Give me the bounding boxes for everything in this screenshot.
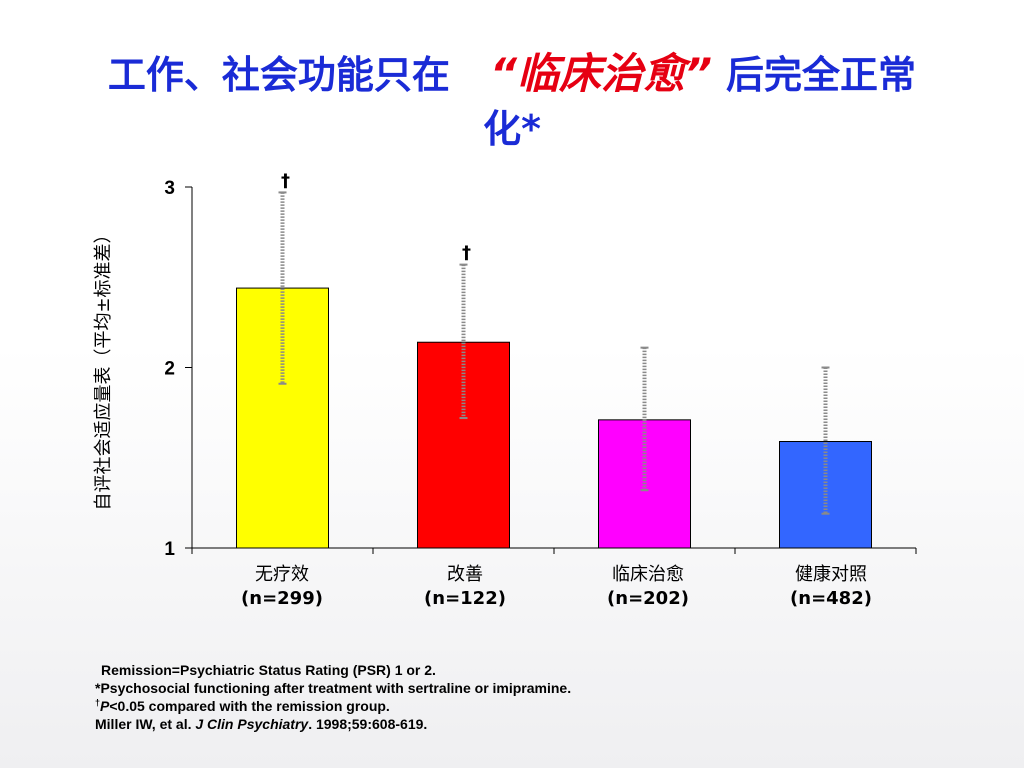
category-n: (n=299) <box>241 588 323 609</box>
footnote-psychosocial: *Psychosocial functioning after treatmen… <box>95 680 572 696</box>
title-part-1: 工作、社会功能只在 <box>107 53 450 97</box>
footnote-significance: †P<0.05 compared with the remission grou… <box>95 697 571 715</box>
footnote-remission: Remission=Psychiatric Status Rating (PSR… <box>101 662 436 678</box>
citation-rest: . 1998;59:608-619. <box>308 716 428 732</box>
category-name: 健康对照 <box>795 564 867 585</box>
category-label-3: 临床治愈 (n=202) <box>568 563 728 611</box>
category-n: (n=482) <box>790 588 872 609</box>
category-label-1: 无疗效 (n=299) <box>202 563 362 611</box>
dagger-mark: † <box>95 697 101 708</box>
category-label-2: 改善 (n=122) <box>385 563 545 611</box>
category-name: 改善 <box>447 564 483 585</box>
category-n: (n=122) <box>424 588 506 609</box>
title-part-2: 后完全正常 <box>726 53 917 97</box>
category-name: 无疗效 <box>255 564 309 585</box>
y-tick-label: 1 <box>164 539 175 560</box>
category-n: (n=202) <box>607 588 689 609</box>
y-tick-label: 3 <box>164 178 175 199</box>
footnotes: Remission=Psychiatric Status Rating (PSR… <box>95 661 571 733</box>
y-tick-label: 2 <box>164 359 175 380</box>
significance-mark: † <box>462 243 471 264</box>
page-title: 工作、社会功能只在 “临床治愈” 后完全正常 <box>0 40 1024 101</box>
significance-mark: † <box>281 170 290 191</box>
p-symbol: P <box>100 698 110 714</box>
citation-journal: J Clin Psychiatry <box>195 716 309 732</box>
citation-authors: Miller IW, et al. <box>95 716 196 732</box>
bar-chart: 1 2 3 † † <box>164 170 917 560</box>
title-continuation: 化* <box>483 107 541 151</box>
footnote-citation: Miller IW, et al. J Clin Psychiatry. 199… <box>95 715 571 733</box>
bar <box>236 287 329 549</box>
p-text: <0.05 compared with the remission group. <box>109 698 390 714</box>
category-name: 临床治愈 <box>612 564 684 585</box>
title-highlight: “临床治愈” <box>489 49 713 98</box>
y-axis-label: 自评社会适应量表（平均±标准差） <box>93 225 114 511</box>
category-label-4: 健康对照 (n=482) <box>751 563 911 611</box>
